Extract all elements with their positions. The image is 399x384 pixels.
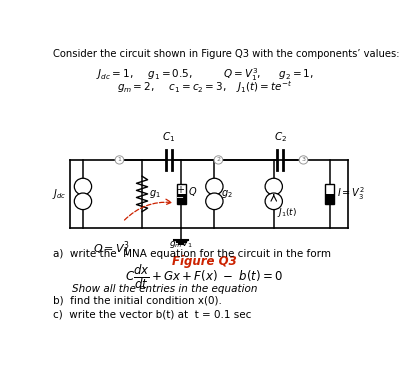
Circle shape xyxy=(206,178,223,195)
Circle shape xyxy=(206,193,223,210)
Circle shape xyxy=(299,156,308,164)
Circle shape xyxy=(265,193,282,210)
Text: $C_2$: $C_2$ xyxy=(274,130,287,144)
Text: $J_1(t)$: $J_1(t)$ xyxy=(277,206,297,219)
Text: $I=V_3^2$: $I=V_3^2$ xyxy=(337,185,365,202)
Bar xyxy=(326,194,334,204)
Text: $C\dfrac{dx}{dt}+Gx+F(x)\ -\ b(t)=0$: $C\dfrac{dx}{dt}+Gx+F(x)\ -\ b(t)=0$ xyxy=(125,263,284,291)
Text: 2: 2 xyxy=(216,157,220,162)
Circle shape xyxy=(115,156,124,164)
Circle shape xyxy=(74,178,92,195)
Text: 3: 3 xyxy=(301,157,306,162)
Text: $J_{dc}=1,$    $g_1=0.5,$         $Q=V_1^3,$     $g_2=1,$: $J_{dc}=1,$ $g_1=0.5,$ $Q=V_1^3,$ $g_2=1… xyxy=(95,66,314,83)
Text: $Q=V_1^3$: $Q=V_1^3$ xyxy=(93,240,130,259)
Bar xyxy=(177,184,186,204)
Text: Show all the entries in the equation: Show all the entries in the equation xyxy=(71,284,257,294)
Text: $C_1$: $C_1$ xyxy=(162,130,176,144)
Text: $g_2$: $g_2$ xyxy=(221,188,233,200)
Text: Consider the circuit shown in Figure Q3 with the components’ values:: Consider the circuit shown in Figure Q3 … xyxy=(53,49,399,59)
Text: c)  write the vector b(t) at  t = 0.1 sec: c) write the vector b(t) at t = 0.1 sec xyxy=(53,310,251,320)
Text: 1: 1 xyxy=(118,157,121,162)
Text: $g_m V_1$: $g_m V_1$ xyxy=(170,237,193,250)
Bar xyxy=(326,184,334,204)
Text: Q: Q xyxy=(188,187,196,197)
Bar xyxy=(177,194,186,204)
Text: $g_m=2,$    $c_1=c_2=3,$   $J_1(t)=te^{-t}$: $g_m=2,$ $c_1=c_2=3,$ $J_1(t)=te^{-t}$ xyxy=(117,79,292,95)
Text: −: − xyxy=(176,193,184,203)
Text: a)  write the  MNA equation for the circuit in the form: a) write the MNA equation for the circui… xyxy=(53,248,331,258)
Circle shape xyxy=(214,156,223,164)
Text: $J_{dc}$: $J_{dc}$ xyxy=(52,187,67,201)
Text: b)  find the initial condition x(0).: b) find the initial condition x(0). xyxy=(53,296,222,306)
Circle shape xyxy=(74,193,92,210)
Text: +: + xyxy=(176,185,184,195)
Text: Figure Q3: Figure Q3 xyxy=(172,255,237,268)
Circle shape xyxy=(265,178,282,195)
Text: $g_1$: $g_1$ xyxy=(149,188,161,200)
